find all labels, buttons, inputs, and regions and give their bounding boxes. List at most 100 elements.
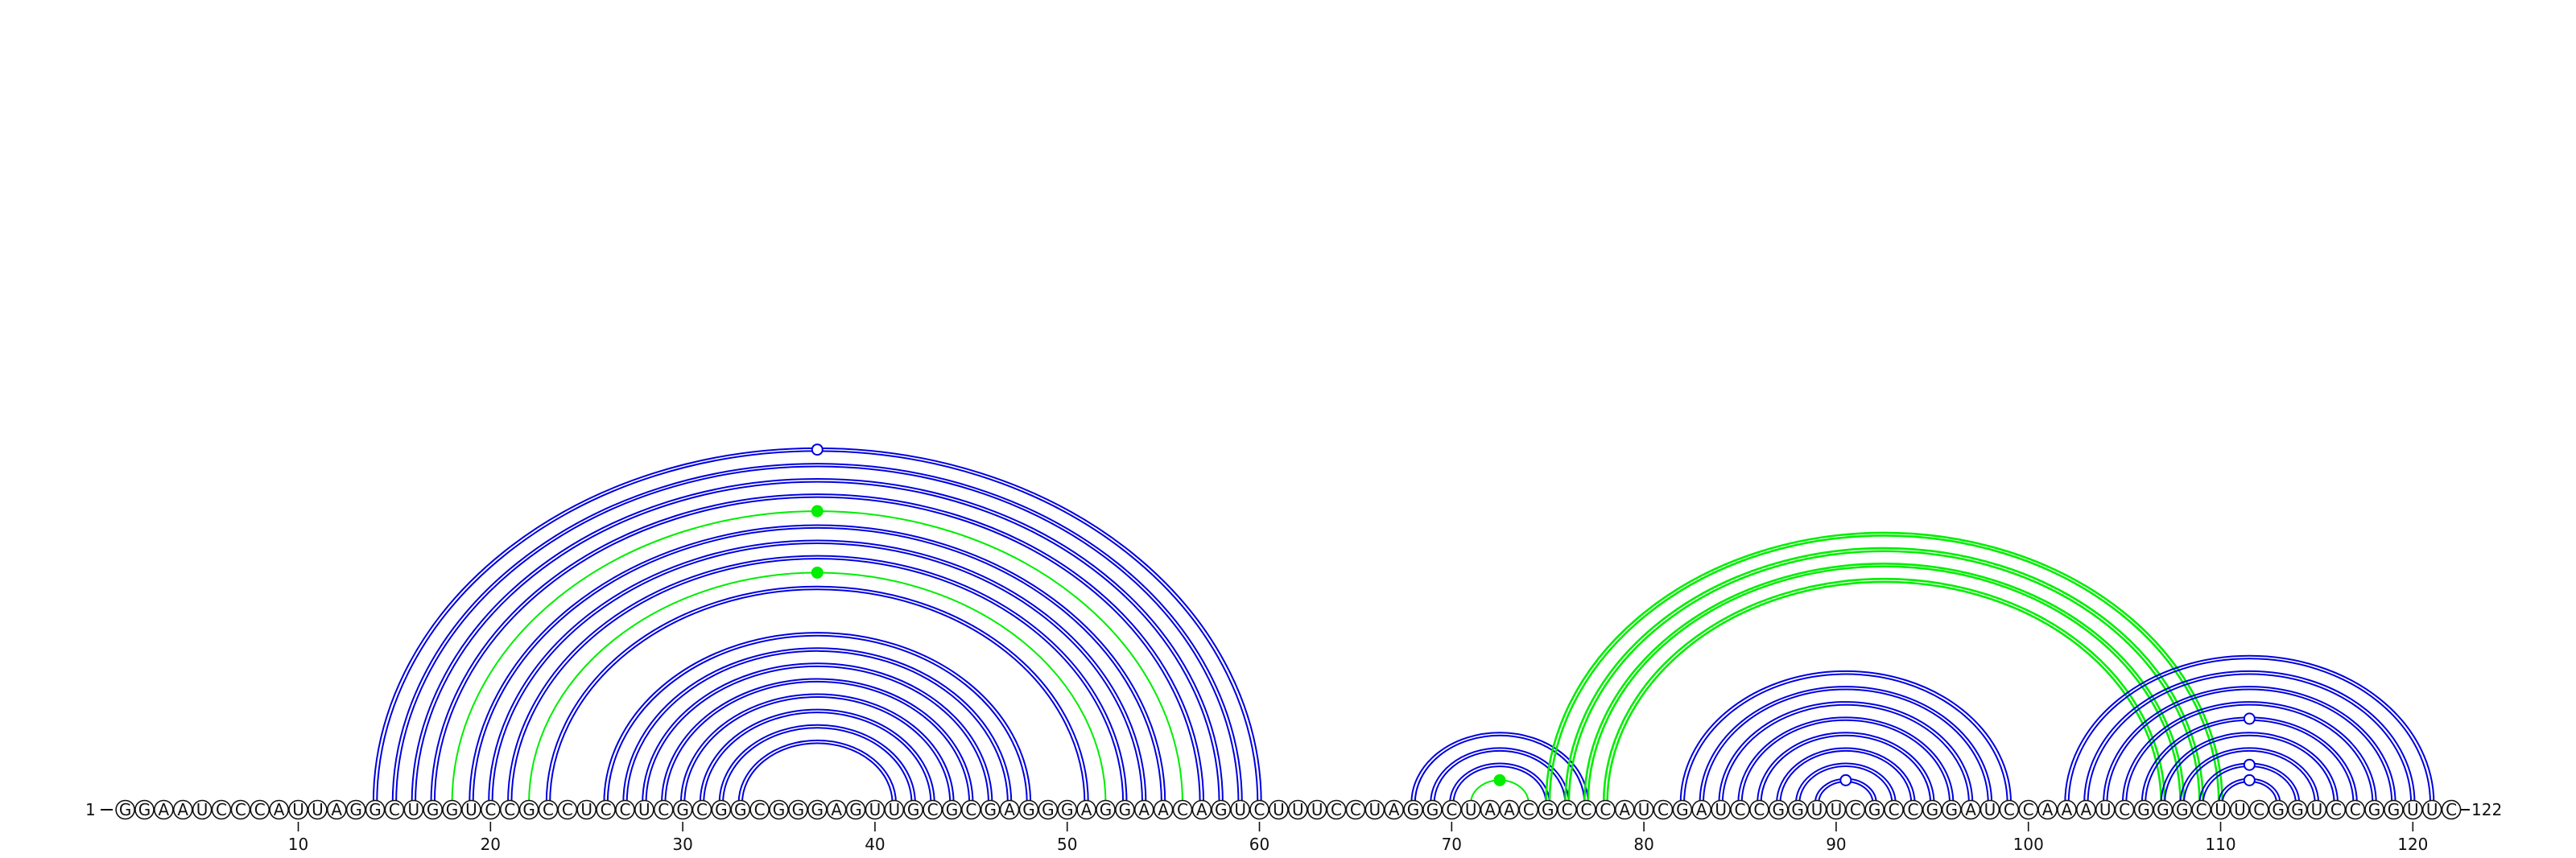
nucleotide: G [807, 799, 828, 820]
base-pair-arc [2103, 686, 2396, 804]
nucleotide-circle [1115, 799, 1135, 820]
nucleotide-letter: C [965, 800, 976, 819]
base-pair-arc [2121, 701, 2377, 804]
base-pair-arc [2179, 747, 2320, 804]
nucleotide-letter: G [2272, 800, 2285, 819]
nucleotide-circle [903, 799, 923, 820]
nucleotide-letter: U [465, 800, 477, 819]
nucleotide-circle [1768, 799, 1789, 820]
nucleotide: G [730, 799, 751, 820]
base-pair-arc [1737, 716, 1955, 804]
nucleotide: G [423, 799, 443, 820]
nucleotide-circle [2441, 799, 2462, 820]
nucleotide-circle [2364, 799, 2384, 820]
nucleotide-circle [211, 799, 232, 820]
nucleotide-circle [653, 799, 674, 820]
nucleotide-circle [884, 799, 905, 820]
nucleotide-letter: C [1889, 800, 1900, 819]
nucleotide-letter: C [1350, 800, 1361, 819]
nucleotide-circle [2133, 799, 2154, 820]
base-pair-arc [2083, 670, 2416, 804]
nucleotide-circle [230, 799, 251, 820]
nucleotide-letter: C [1753, 800, 1765, 819]
nucleotide: C [1576, 799, 1596, 820]
nucleotide: U [576, 799, 597, 820]
base-pair-arc [2125, 703, 2374, 804]
nucleotide: G [1018, 799, 1039, 820]
nucleotide-letter: G [792, 800, 805, 819]
nucleotide-letter: G [1773, 800, 1785, 819]
nucleotide-letter: U [2407, 800, 2419, 819]
nucleotide-letter: A [1965, 800, 1976, 819]
nucleotide-letter: G [715, 800, 728, 819]
nucleotide: C [1345, 799, 1366, 820]
nucleotide: A [1153, 799, 1174, 820]
nucleotide-letter: A [159, 800, 170, 819]
nucleotide: G [1941, 799, 1962, 820]
nucleotide-circle [288, 799, 308, 820]
nucleotide: C [923, 799, 943, 820]
nucleotide-letter: U [2099, 800, 2112, 819]
nucleotide: U [1979, 799, 2000, 820]
nucleotide-letter: C [1446, 800, 1457, 819]
nucleotide: C [538, 799, 559, 820]
nucleotide: U [461, 799, 481, 820]
nucleotide-letter: A [1389, 800, 1400, 819]
nucleotide: C [557, 799, 578, 820]
base-pair-arc [415, 481, 1220, 804]
base-pair-arc [433, 496, 1201, 804]
nucleotide-circle [115, 799, 135, 820]
nucleotide: U [1364, 799, 1385, 820]
nucleotide: C [2114, 799, 2135, 820]
nucleotide-letter: U [2311, 800, 2323, 819]
nucleotide: C [230, 799, 251, 820]
nucleotide-letter: U [1311, 800, 1323, 819]
nucleotide-circle [691, 799, 712, 820]
nucleotide: G [1922, 799, 1942, 820]
position-tick-label: 10 [288, 835, 308, 854]
nucleotide-letter: A [2042, 800, 2054, 819]
nucleotide: C [1903, 799, 1923, 820]
nucleotide-letter: A [831, 800, 842, 819]
nucleotide-circle [1557, 799, 1577, 820]
nucleotide-circle [749, 799, 770, 820]
nucleotide-circle [2384, 799, 2404, 820]
base-pair-arc [1718, 701, 1974, 804]
nucleotide: G [1057, 799, 1078, 820]
base-pair-arc [372, 447, 1262, 804]
nucleotide-letter: G [349, 800, 362, 819]
sequence-backbone: 1 122 [85, 800, 2502, 819]
base-pair-arc [683, 696, 952, 804]
nucleotide-letter: G [1791, 800, 1804, 819]
nucleotide: A [1191, 799, 1212, 820]
base-pair-arc [2160, 732, 2339, 804]
nucleotide-letter: A [1138, 800, 1150, 819]
nucleotide: U [1230, 799, 1250, 820]
sequence-start-label: 1 [85, 800, 96, 819]
nucleotide: A [1960, 799, 1981, 820]
nucleotide: C [499, 799, 520, 820]
base-pair-arc [679, 693, 955, 804]
position-tick-label: 30 [672, 835, 692, 854]
nucleotide-letter: U [196, 800, 208, 819]
nucleotide-circle [1211, 799, 1232, 820]
nucleotide-circle [826, 799, 847, 820]
nucleotide-circle [172, 799, 193, 820]
nucleotide-letter: C [1657, 800, 1669, 819]
base-pair-arc [391, 463, 1243, 804]
nucleotide-letter: G [1215, 800, 1228, 819]
position-tick-label: 60 [1249, 835, 1269, 854]
nucleotide: G [1115, 799, 1135, 820]
nucleotide-circle [403, 799, 424, 820]
nucleotide: U [634, 799, 654, 820]
nucleotide: U [403, 799, 424, 820]
nucleotide: G [2153, 799, 2174, 820]
nucleotide-letter: G [1426, 800, 1439, 819]
nucleotide-circle [192, 799, 213, 820]
nucleotide: A [1384, 799, 1404, 820]
nucleotide-circle [1538, 799, 1558, 820]
nucleotide-circle [1191, 799, 1212, 820]
nucleotide: U [2095, 799, 2116, 820]
nucleotide-circle [1749, 799, 1769, 820]
nucleotide-circle [269, 799, 289, 820]
